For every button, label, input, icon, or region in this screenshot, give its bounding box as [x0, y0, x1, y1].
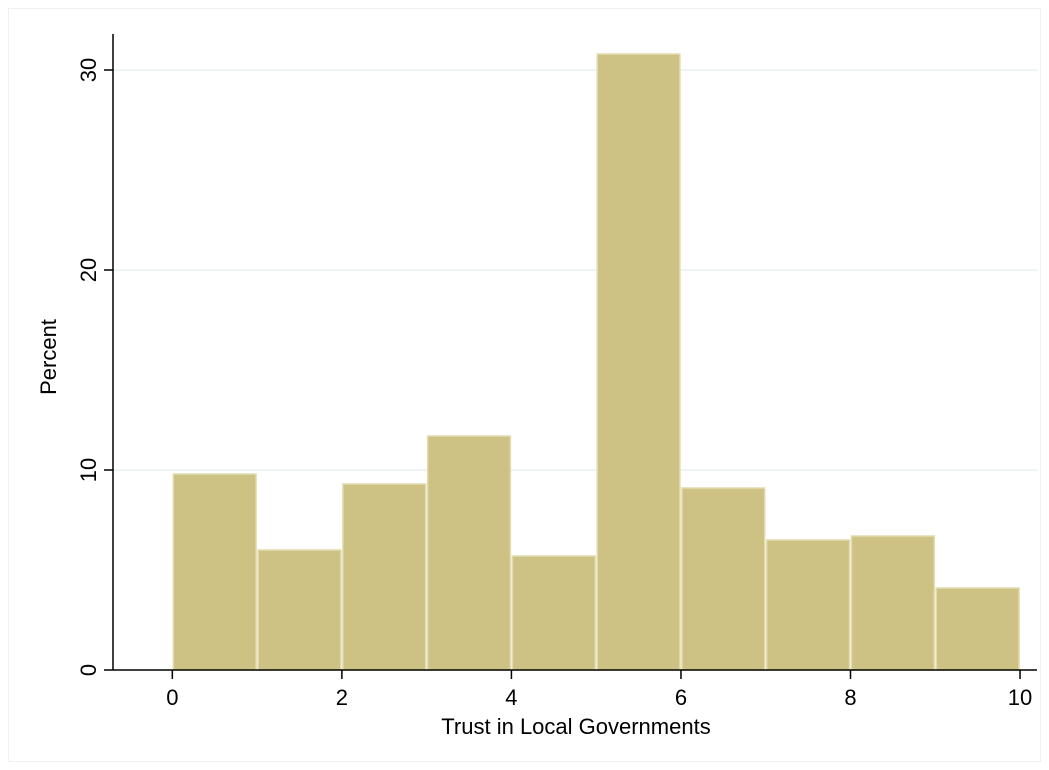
y-tick-label: 20 — [76, 258, 101, 282]
x-tick-label: 10 — [1008, 685, 1032, 710]
bars — [172, 53, 1020, 671]
y-axis-title: Percent — [36, 319, 61, 395]
y-tick-label: 30 — [76, 58, 101, 82]
x-tick-label: 0 — [166, 685, 178, 710]
x-tick-label: 4 — [505, 685, 517, 710]
histogram-bar-6 — [681, 487, 766, 671]
histogram-bar-4 — [511, 555, 596, 671]
chart-frame — [8, 8, 1041, 762]
y-tick-label: 10 — [76, 458, 101, 482]
x-tick-label: 2 — [336, 685, 348, 710]
histogram-bar-9 — [935, 587, 1020, 671]
x-tick-label: 8 — [844, 685, 856, 710]
axes — [112, 34, 1037, 671]
gridlines — [113, 69, 1037, 471]
histogram-bar-3 — [426, 435, 512, 671]
histogram-bar-7 — [765, 539, 851, 671]
histogram-bar-8 — [850, 535, 936, 671]
histogram-bar-2 — [342, 483, 427, 671]
histogram-bar-5 — [596, 53, 681, 671]
histogram-bar-1 — [257, 549, 342, 671]
histogram-bar-0 — [172, 473, 257, 671]
x-tick-label: 6 — [675, 685, 687, 710]
y-tick-label: 0 — [76, 664, 101, 676]
x-axis-title: Trust in Local Governments — [441, 714, 710, 739]
ticks: 0 2 4 6 8 10 0 10 20 30 — [76, 58, 1032, 710]
